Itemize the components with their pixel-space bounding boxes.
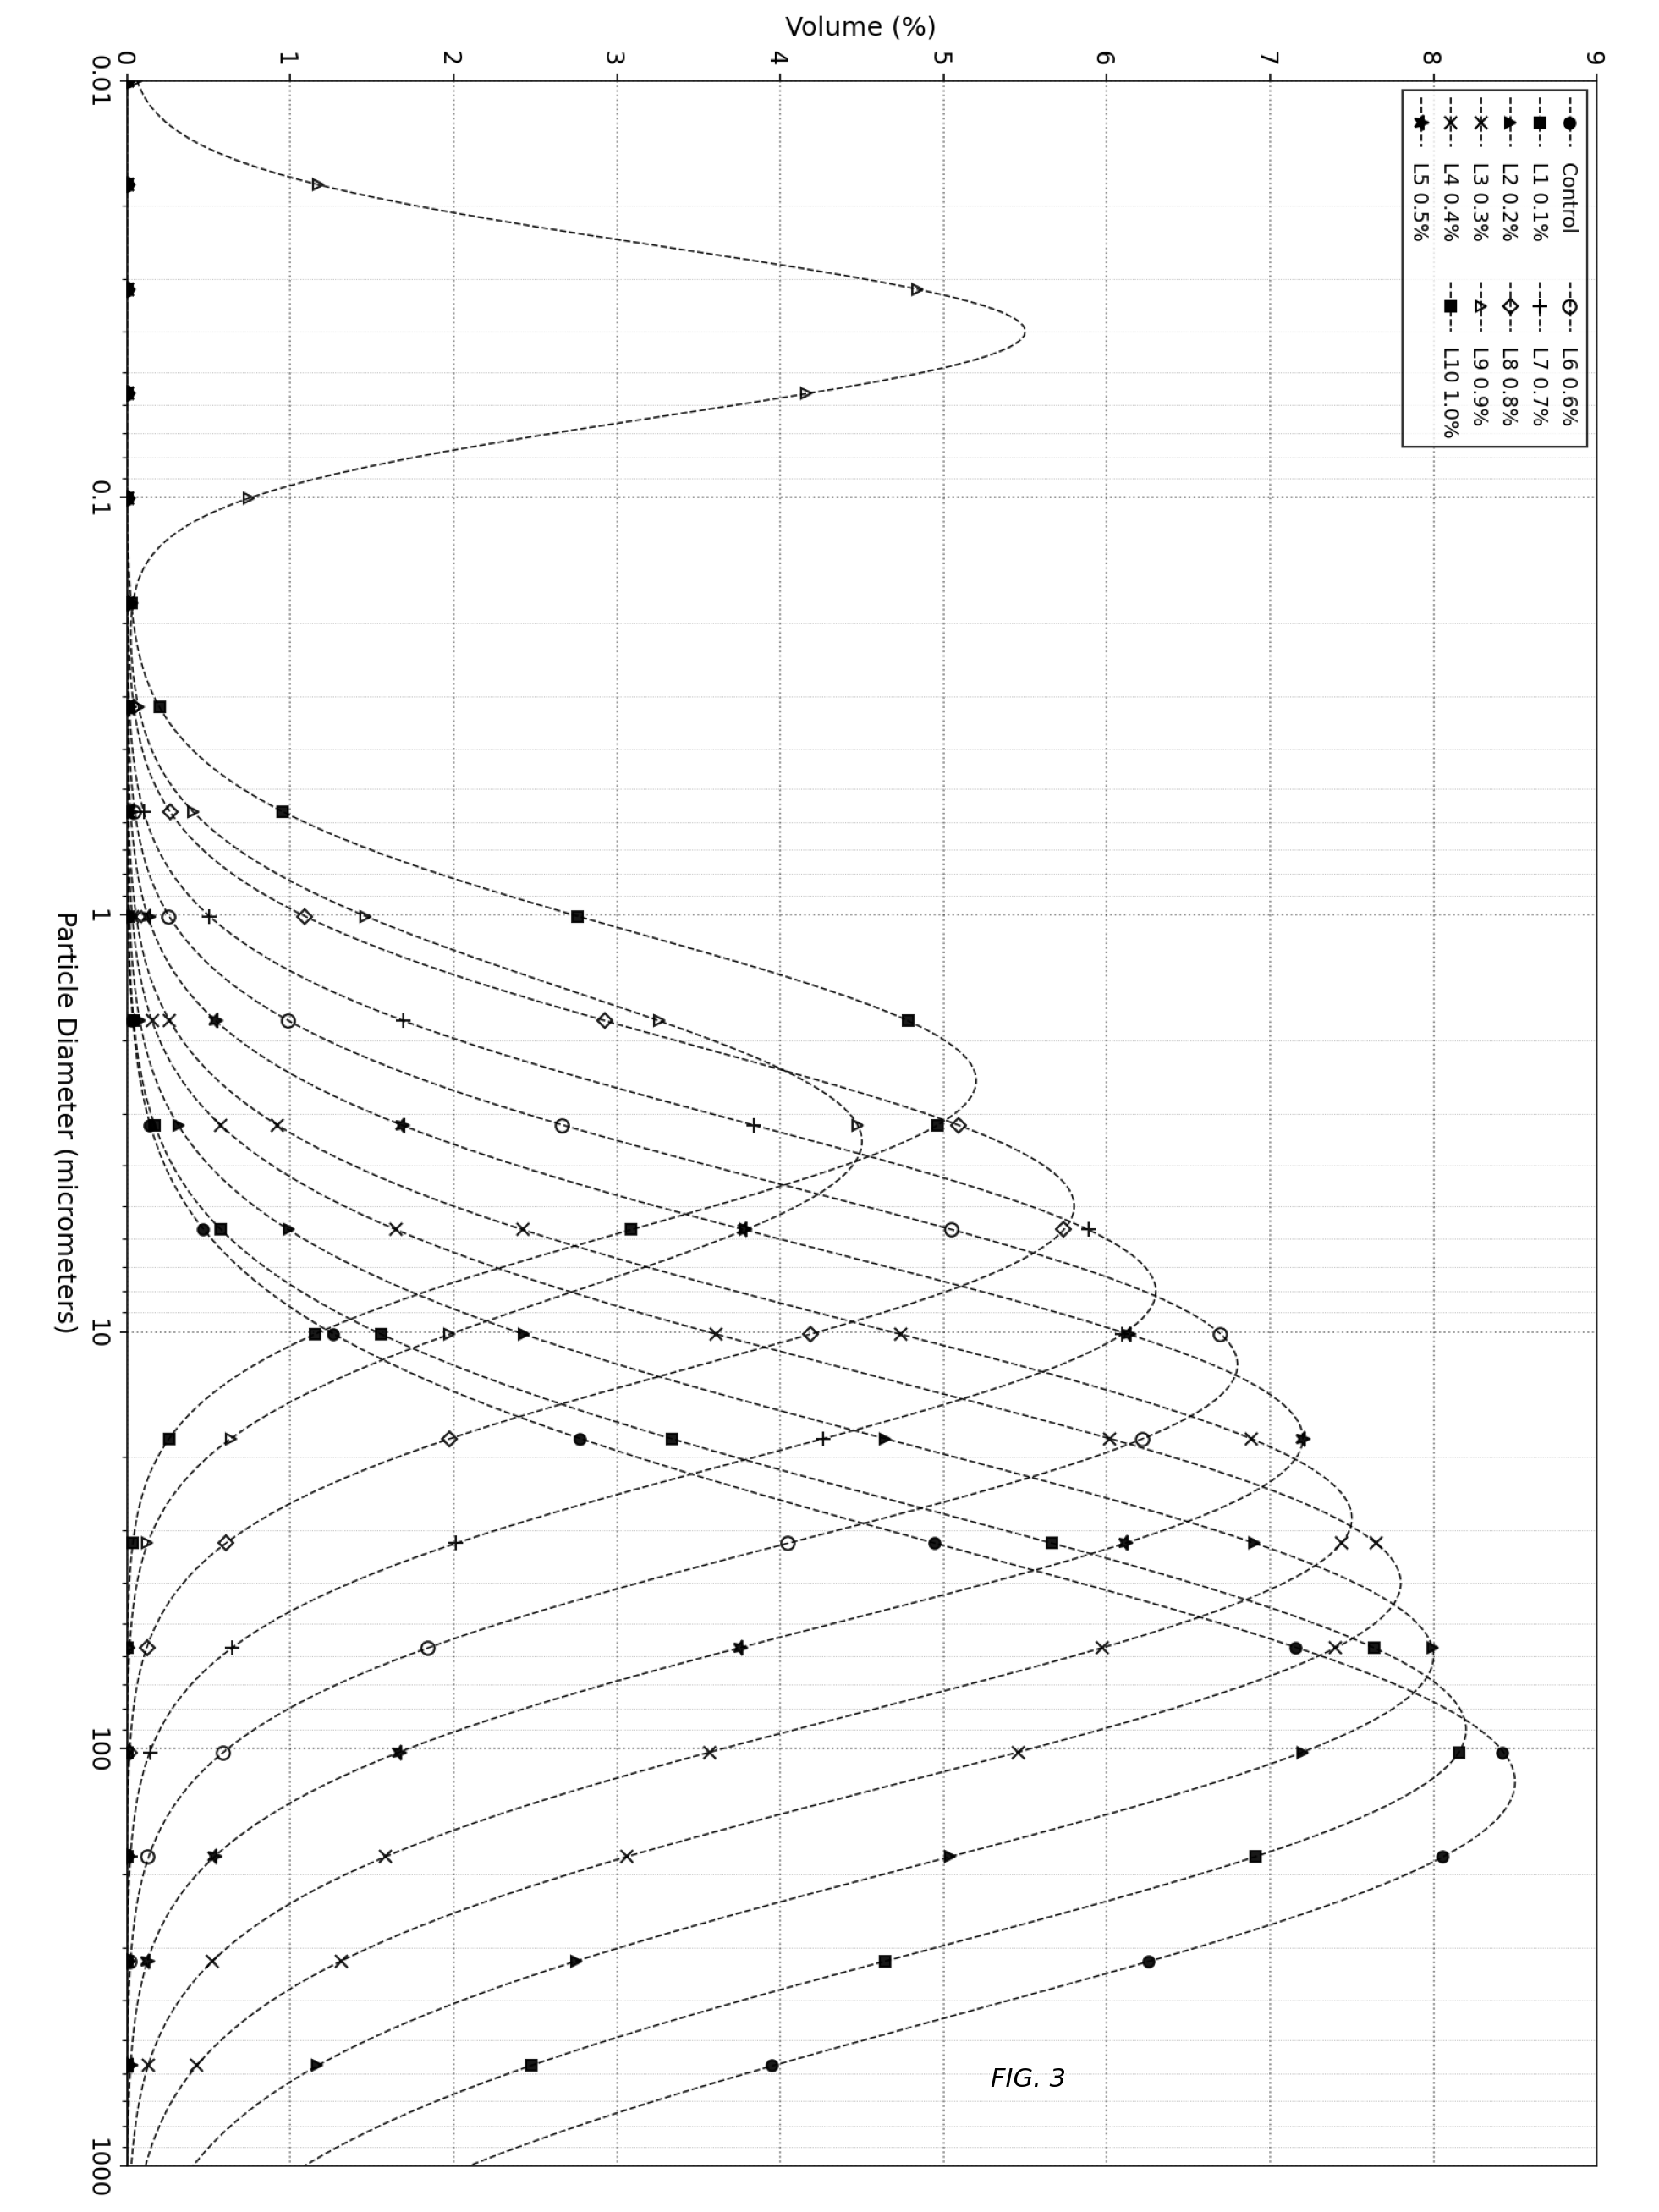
Text: FIG. 3: FIG. 3	[990, 2066, 1067, 2093]
